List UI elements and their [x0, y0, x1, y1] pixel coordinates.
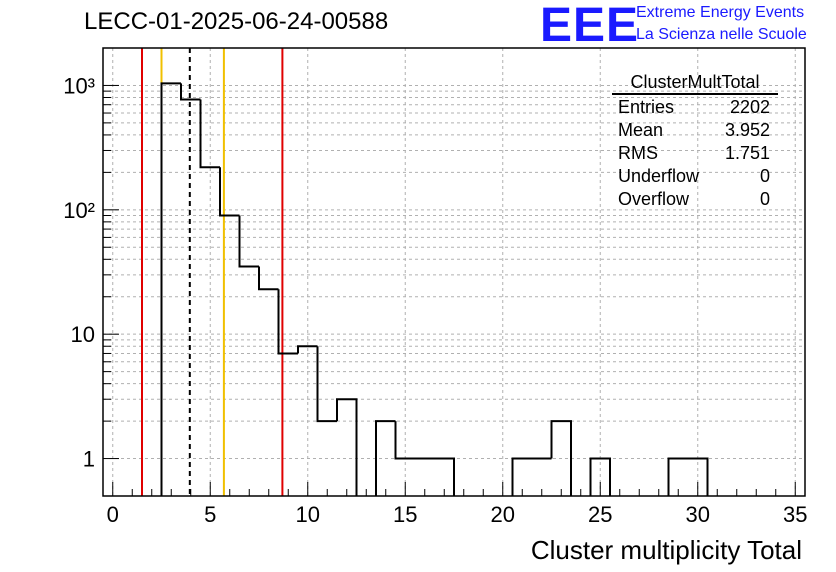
x-tick-label: 25 — [588, 502, 612, 527]
y-tick-label: 10³ — [63, 73, 95, 98]
stats-row-underflow: Underflow 0 — [612, 166, 778, 189]
stats-value: 1.751 — [724, 143, 770, 163]
stats-box: ClusterMultTotal Entries 2202 Mean 3.952… — [612, 72, 778, 212]
stats-label: Underflow — [618, 166, 700, 186]
x-tick-label: 5 — [204, 502, 216, 527]
stats-value: 2202 — [729, 97, 770, 117]
grid — [103, 47, 805, 496]
histogram-bin — [550, 420, 572, 496]
x-tick-label: 15 — [393, 502, 417, 527]
histogram-bin — [667, 457, 709, 496]
x-tick-label: 10 — [296, 502, 320, 527]
histogram-bin — [394, 421, 455, 496]
stats-row-entries: Entries 2202 — [612, 97, 778, 120]
stats-label: Mean — [618, 120, 664, 140]
x-tick-label: 0 — [107, 502, 119, 527]
reference-lines — [141, 48, 284, 496]
stats-row-rms: RMS 1.751 — [612, 143, 778, 166]
x-tick-label: 20 — [491, 502, 515, 527]
x-axis-label: Cluster multiplicity Total — [530, 535, 802, 565]
plot-frame — [102, 47, 806, 497]
histogram-bin — [180, 83, 201, 101]
histogram-bin — [336, 398, 358, 496]
histogram-bin — [375, 420, 396, 496]
stats-label: Entries — [618, 97, 675, 117]
histogram-bin — [316, 346, 337, 423]
stats-label: Overflow — [618, 189, 690, 209]
histogram-bin — [160, 82, 181, 496]
plot-title: LECC-01-2025-06-24-00588 — [84, 8, 389, 35]
x-tick-label: 35 — [783, 502, 807, 527]
y-tick-label: 10 — [71, 322, 95, 347]
histogram-bin — [258, 266, 279, 291]
y-tick-label: 1 — [83, 447, 95, 472]
y-tick-label: 10² — [63, 198, 95, 223]
stats-value: 0 — [759, 166, 770, 186]
logo-line-2: La Scienza nelle Scuole — [636, 26, 807, 43]
eee-logo: EEE Extreme Energy Events La Scienza nel… — [540, 0, 807, 52]
histogram-bin — [511, 457, 552, 496]
stats-row-mean: Mean 3.952 — [612, 120, 778, 143]
stats-value: 0 — [759, 189, 770, 209]
axes: 0 5 10 15 20 25 30 35 1 10 10² 10³ — [63, 47, 807, 527]
histogram-bin — [589, 457, 611, 496]
histogram-bin — [297, 345, 318, 354]
histogram-bin — [219, 167, 240, 217]
histogram — [160, 82, 709, 496]
histogram-bin — [277, 289, 298, 355]
x-tick-label: 30 — [686, 502, 710, 527]
stats-label: RMS — [618, 143, 658, 163]
histogram-bin — [238, 215, 259, 268]
stats-title: ClusterMultTotal — [612, 72, 778, 95]
stats-value: 3.952 — [724, 120, 770, 140]
stats-row-overflow: Overflow 0 — [612, 189, 778, 212]
histogram-bin — [199, 99, 220, 169]
eee-logo-mark: EEE — [540, 0, 640, 52]
logo-line-1: Extreme Energy Events — [636, 4, 805, 21]
